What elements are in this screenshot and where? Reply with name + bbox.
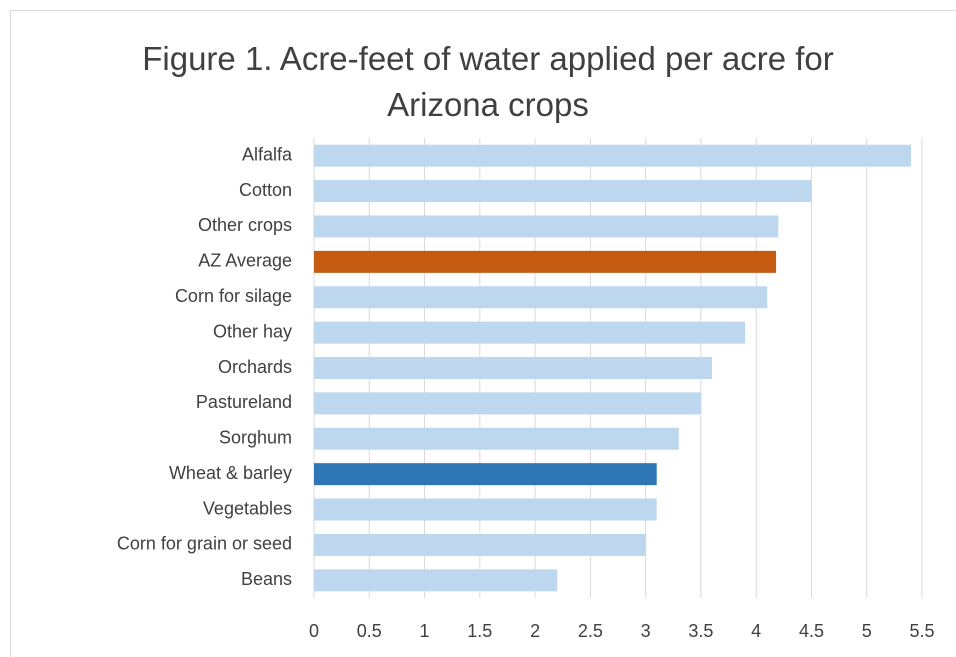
x-tick-label: 2.5	[578, 621, 603, 641]
y-tick-label: Cotton	[239, 180, 292, 200]
bar	[314, 286, 768, 309]
bar	[314, 144, 911, 167]
x-tick-label: 0	[309, 621, 319, 641]
bar	[314, 569, 558, 592]
x-tick-label: 1	[420, 621, 430, 641]
x-tick-label: 0.5	[357, 621, 382, 641]
bar	[314, 533, 646, 556]
bar	[314, 463, 657, 486]
x-tick-label: 4	[751, 621, 761, 641]
x-tick-label: 3.5	[688, 621, 713, 641]
x-tick-label: 5.5	[909, 621, 934, 641]
y-tick-label: Sorghum	[219, 428, 292, 448]
bar	[314, 357, 712, 379]
bar	[314, 250, 777, 273]
x-tick-label: 5	[862, 621, 872, 641]
y-tick-label: Beans	[241, 569, 292, 589]
bar	[314, 180, 812, 203]
bar	[314, 498, 657, 521]
y-tick-label: Orchards	[218, 357, 292, 377]
bar	[314, 427, 679, 450]
y-tick-label: Corn for grain or seed	[117, 534, 292, 554]
chart-border	[10, 10, 956, 657]
x-tick-label: 2	[530, 621, 540, 641]
chart-title: Figure 1. Acre-feet of water applied per…	[142, 40, 834, 123]
y-tick-label: AZ Average	[198, 251, 292, 271]
y-tick-label: Wheat & barley	[169, 463, 292, 483]
y-tick-label: Other crops	[198, 215, 292, 235]
bar	[314, 215, 779, 238]
y-tick-label: Corn for silage	[175, 286, 292, 306]
bar	[314, 321, 746, 344]
x-tick-label: 1.5	[467, 621, 492, 641]
y-tick-label: Pastureland	[196, 392, 292, 412]
y-tick-label: Alfalfa	[242, 144, 293, 164]
x-tick-label: 4.5	[799, 621, 824, 641]
y-tick-label: Vegetables	[203, 498, 292, 518]
x-tick-label: 3	[641, 621, 651, 641]
bar	[314, 392, 701, 415]
y-tick-label: Other hay	[213, 321, 292, 341]
